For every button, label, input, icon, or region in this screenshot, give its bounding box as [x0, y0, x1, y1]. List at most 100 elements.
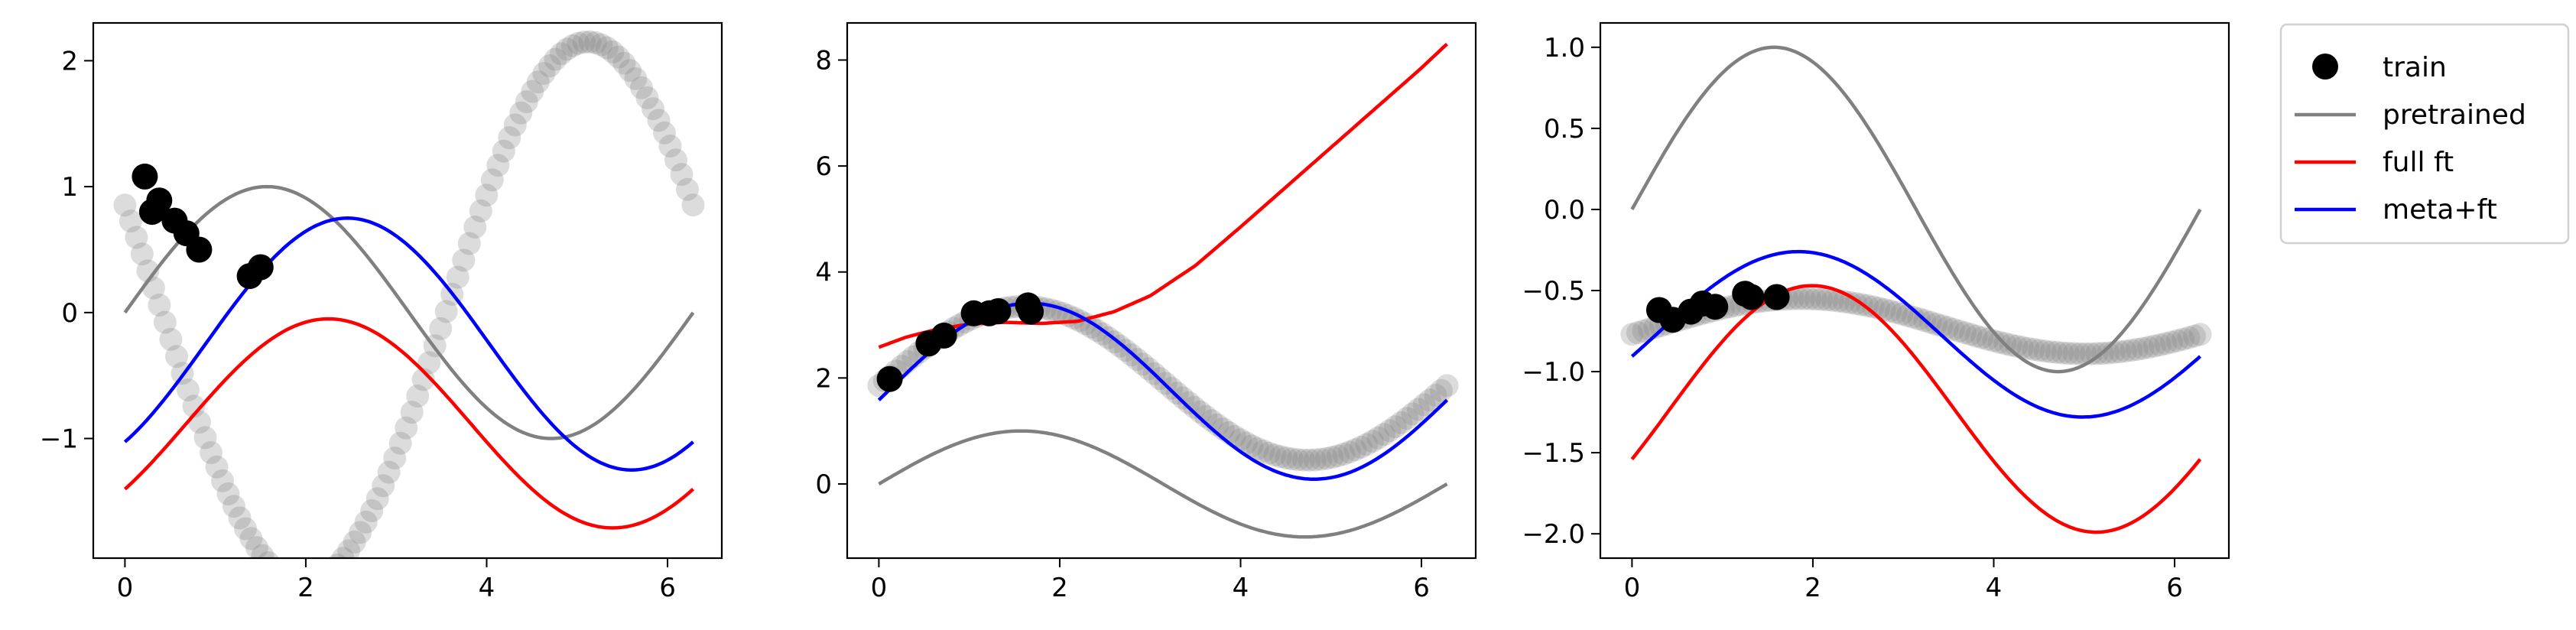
target-point — [452, 248, 476, 272]
target-point — [234, 517, 257, 541]
target-point — [1372, 423, 1395, 447]
train-point — [132, 163, 158, 190]
target-point — [400, 401, 424, 424]
target-point — [2154, 332, 2178, 356]
target-point — [1257, 441, 1281, 465]
series-line-full-ft — [1630, 284, 2202, 534]
series-line-full-ft — [123, 317, 695, 530]
train-point — [1738, 284, 1765, 310]
target-point — [1349, 435, 1372, 459]
target-point — [1252, 439, 1275, 463]
series-line-pretrained — [878, 429, 1448, 539]
target-point — [1378, 419, 1402, 443]
target-point — [526, 70, 550, 94]
target-point — [328, 554, 347, 558]
x-tick-label: 4 — [479, 573, 495, 603]
target-point — [2108, 340, 2132, 364]
legend-marker-train — [2312, 54, 2338, 80]
target-point — [1355, 433, 1379, 456]
target-point — [486, 154, 510, 177]
target-point — [463, 216, 487, 239]
target-point — [2068, 342, 2091, 365]
target-point — [1999, 333, 2022, 357]
train-point — [931, 322, 957, 349]
target-point — [544, 47, 567, 71]
plot-area — [867, 42, 1459, 539]
subplot-3: 0 2 4 6 −2.0 −1.5 −1.0 −0.5 0.0 0.5 1.0 — [1522, 21, 2230, 603]
target-point — [1275, 447, 1298, 469]
target-point — [1884, 300, 1908, 324]
y-tick-label: 4 — [815, 258, 832, 288]
target-point — [624, 67, 648, 90]
target-point — [365, 487, 389, 511]
target-point — [538, 54, 561, 78]
target-point — [1418, 388, 1441, 412]
legend-label-full-ft: full ft — [2383, 147, 2454, 178]
target-point — [1401, 402, 1424, 426]
target-point — [1959, 323, 1983, 346]
target-point — [1815, 288, 1839, 312]
target-point — [1384, 415, 1407, 439]
target-point — [1873, 297, 1896, 321]
target-point — [2142, 334, 2166, 358]
target-point — [1430, 378, 1453, 402]
y-tick-label: 6 — [815, 151, 832, 182]
target-point — [1200, 409, 1223, 433]
target-point — [1298, 448, 1321, 472]
target-point — [642, 97, 664, 121]
series-line-pretrained — [123, 184, 695, 440]
target-point — [1291, 448, 1315, 472]
target-point — [1632, 319, 1655, 343]
train-point — [1702, 294, 1729, 320]
target-point — [1970, 326, 1994, 349]
target-point — [1412, 393, 1436, 417]
x-tick-label: 4 — [1233, 573, 1249, 603]
target-point — [2033, 339, 2057, 363]
target-point — [1620, 323, 1644, 346]
target-point — [583, 31, 607, 54]
target-point — [681, 193, 705, 217]
target-point — [1360, 430, 1384, 453]
target-point — [182, 395, 206, 418]
target-point — [159, 327, 183, 351]
target-point — [395, 416, 418, 440]
target-point — [1890, 302, 1914, 326]
target-point — [1798, 287, 1822, 310]
target-point — [349, 521, 372, 544]
target-point — [1879, 299, 1902, 323]
legend-label-train: train — [2383, 52, 2447, 83]
target-point — [509, 101, 533, 125]
target-point — [130, 242, 154, 266]
target-point — [1343, 438, 1367, 462]
target-point — [567, 31, 590, 55]
target-point — [1194, 404, 1218, 428]
train-point — [985, 298, 1012, 324]
target-point — [1821, 288, 1845, 312]
target-point — [630, 76, 653, 99]
x-tick-label: 2 — [1051, 573, 1068, 603]
target-point — [2097, 341, 2120, 365]
plot-area — [113, 30, 705, 558]
target-point — [2113, 339, 2137, 363]
target-point — [595, 36, 619, 60]
target-point — [1320, 446, 1344, 469]
target-point — [446, 265, 469, 289]
target-point — [1240, 434, 1264, 458]
target-point — [258, 551, 279, 558]
target-point — [2131, 336, 2155, 360]
legend-label-pretrained: pretrained — [2383, 99, 2526, 131]
target-point — [337, 539, 361, 558]
y-tick-label: 0.5 — [1544, 114, 1585, 145]
x-tick-label: 0 — [1624, 573, 1641, 603]
target-point — [2137, 336, 2160, 359]
target-point — [119, 209, 142, 233]
target-point — [475, 183, 499, 207]
target-point — [2016, 336, 2040, 360]
target-point — [406, 385, 430, 408]
target-point — [480, 168, 504, 192]
target-point — [498, 126, 521, 150]
target-point — [1804, 287, 1827, 311]
target-point — [1395, 407, 1418, 430]
x-tick-label: 0 — [871, 573, 888, 603]
